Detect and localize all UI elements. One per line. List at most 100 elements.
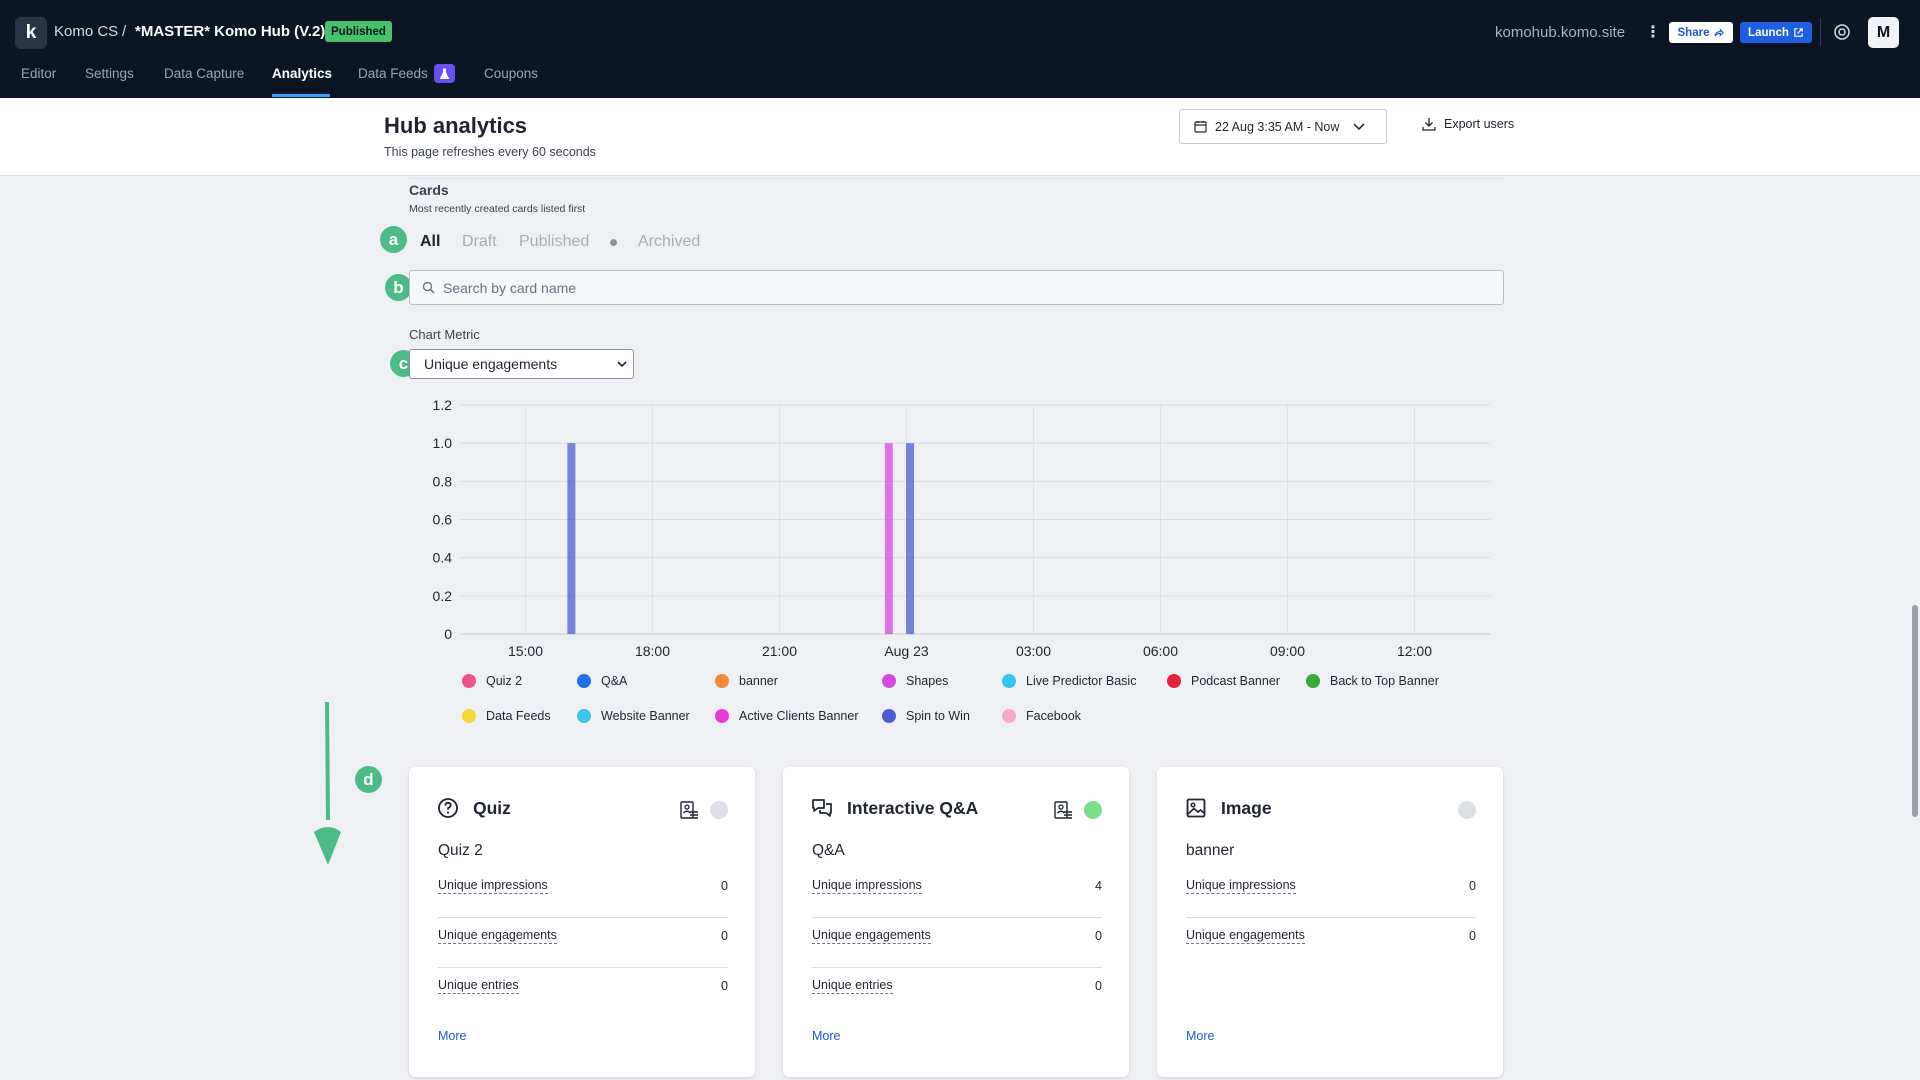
stat-row: Unique entries 0	[438, 968, 728, 1018]
card-image[interactable]: Image banner Unique impressions 0 Unique…	[1157, 767, 1503, 1077]
stat-row: Unique impressions 4	[812, 868, 1102, 918]
bar-spin-to-win	[567, 443, 576, 634]
active-tab-indicator	[272, 94, 330, 97]
stat-label[interactable]: Unique engagements	[1186, 928, 1305, 944]
card-search-field[interactable]	[409, 270, 1504, 305]
card-type-label: Interactive Q&A	[847, 797, 979, 818]
tab-coupons[interactable]: Coupons	[484, 66, 539, 81]
legend-item[interactable]: Live Predictor Basic	[1002, 674, 1136, 688]
komo-logo[interactable]: k	[15, 17, 47, 49]
card-name: banner	[1186, 842, 1235, 859]
legend-item[interactable]: Q&A	[577, 674, 627, 688]
breadcrumb-separator: /	[122, 23, 127, 40]
breadcrumb-hub-name[interactable]: *MASTER* Komo Hub (V.2)	[135, 23, 326, 40]
hub-domain-link[interactable]: komohub.komo.site	[1495, 24, 1626, 41]
x-tick-label: 18:00	[635, 643, 670, 659]
chat-bubbles-icon	[812, 799, 832, 817]
more-options-icon[interactable]: ⋮	[1645, 24, 1661, 41]
annotation-marker-d: d	[355, 766, 382, 793]
card-type-label: Image	[1221, 797, 1272, 818]
tab-editor[interactable]: Editor	[21, 66, 57, 81]
legend-label: Data Feeds	[486, 709, 551, 723]
stat-value: 0	[1469, 929, 1476, 943]
annotation-arrow	[314, 701, 341, 865]
stat-row: Unique engagements 0	[1186, 918, 1476, 968]
tab-settings[interactable]: Settings	[85, 66, 134, 81]
date-range-picker[interactable]: 22 Aug 3:35 AM - Now	[1179, 109, 1387, 144]
card-quiz[interactable]: Quiz Quiz 2 Unique impressions 0 Unique …	[409, 767, 755, 1077]
card-search-input[interactable]	[443, 279, 1443, 296]
legend-item[interactable]: banner	[715, 674, 778, 688]
filter-tab-published[interactable]: Published	[519, 233, 590, 250]
more-link[interactable]: More	[812, 1029, 841, 1043]
stat-value: 0	[1095, 979, 1102, 993]
legend-item[interactable]: Shapes	[882, 674, 948, 688]
share-icon	[1714, 28, 1725, 37]
legend-label: Facebook	[1026, 709, 1081, 723]
x-tick-label: 06:00	[1143, 643, 1178, 659]
stat-label[interactable]: Unique engagements	[812, 928, 931, 944]
legend-label: Quiz 2	[486, 674, 523, 688]
legend-item[interactable]: Back to Top Banner	[1306, 674, 1439, 688]
tab-data-capture[interactable]: Data Capture	[164, 66, 245, 81]
legend-swatch	[577, 674, 591, 688]
more-link[interactable]: More	[438, 1029, 467, 1043]
filter-tab-all[interactable]: All	[420, 233, 441, 250]
y-tick-label: 1.2	[433, 397, 453, 413]
stat-label[interactable]: Unique engagements	[438, 928, 557, 944]
tab-analytics[interactable]: Analytics	[272, 66, 333, 81]
legend-label: banner	[739, 674, 778, 688]
divider	[1820, 18, 1821, 46]
chart-metric-select[interactable]: Unique engagements	[409, 349, 634, 379]
leaderboard-icon[interactable]	[679, 800, 699, 820]
legend-label: Back to Top Banner	[1330, 674, 1439, 688]
legend-item[interactable]: Spin to Win	[882, 709, 970, 723]
x-tick-label: Aug 23	[884, 643, 929, 659]
legend-label: Q&A	[601, 674, 628, 688]
launch-button[interactable]: Launch	[1740, 22, 1812, 43]
stat-label[interactable]: Unique entries	[438, 978, 519, 994]
breadcrumb-org[interactable]: Komo CS	[54, 23, 119, 40]
legend-item[interactable]: Quiz 2	[462, 674, 522, 688]
stat-label[interactable]: Unique impressions	[438, 878, 548, 894]
legend-swatch	[462, 674, 476, 688]
filter-tab-draft[interactable]: Draft	[462, 233, 497, 250]
status-indicator	[1084, 801, 1102, 819]
legend-item[interactable]: Facebook	[1002, 709, 1081, 723]
card-interactive-qa[interactable]: Interactive Q&A Q&A Unique impressions 4…	[783, 767, 1129, 1077]
stat-label[interactable]: Unique entries	[812, 978, 893, 994]
image-icon	[1186, 798, 1206, 818]
user-avatar[interactable]: M	[1868, 17, 1899, 48]
leaderboard-icon[interactable]	[1053, 800, 1073, 820]
stat-label[interactable]: Unique impressions	[1186, 878, 1296, 894]
help-lifebuoy-icon[interactable]	[1833, 23, 1851, 41]
date-range-label: 22 Aug 3:35 AM - Now	[1215, 119, 1340, 134]
x-tick-label: 21:00	[762, 643, 797, 659]
legend-swatch	[577, 709, 591, 723]
legend-item[interactable]: Active Clients Banner	[715, 709, 859, 723]
card-header: Quiz	[437, 797, 511, 819]
x-tick-label: 03:00	[1016, 643, 1051, 659]
y-tick-label: 1.0	[433, 435, 453, 451]
tab-data-feeds[interactable]: Data Feeds	[358, 66, 428, 81]
stat-row: Unique engagements 0	[438, 918, 728, 968]
share-button[interactable]: Share	[1669, 22, 1733, 43]
search-icon	[422, 281, 435, 294]
stat-label[interactable]: Unique impressions	[812, 878, 922, 894]
stat-value: 0	[1469, 879, 1476, 893]
external-link-icon	[1794, 28, 1803, 37]
x-tick-label: 09:00	[1270, 643, 1305, 659]
more-link[interactable]: More	[1186, 1029, 1215, 1043]
filter-tab-archived[interactable]: Archived	[638, 233, 701, 250]
card-name: Q&A	[812, 842, 845, 859]
legend-item[interactable]: Podcast Banner	[1167, 674, 1280, 688]
export-users-label: Export users	[1444, 117, 1515, 131]
export-users-button[interactable]: Export users	[1422, 117, 1514, 131]
bar-spin-to-win	[906, 443, 915, 634]
scrollbar-thumb[interactable]	[1912, 605, 1918, 817]
engagement-chart: 0 0.2 0.4 0.6 0.8 1.0 1.2 15:00 18:00 21:00 Aug 23…	[433, 397, 1490, 659]
annotation-marker-a: a	[380, 226, 407, 253]
y-tick-label: 0.2	[433, 588, 453, 604]
legend-item[interactable]: Data Feeds	[462, 709, 551, 723]
legend-item[interactable]: Website Banner	[577, 709, 690, 723]
